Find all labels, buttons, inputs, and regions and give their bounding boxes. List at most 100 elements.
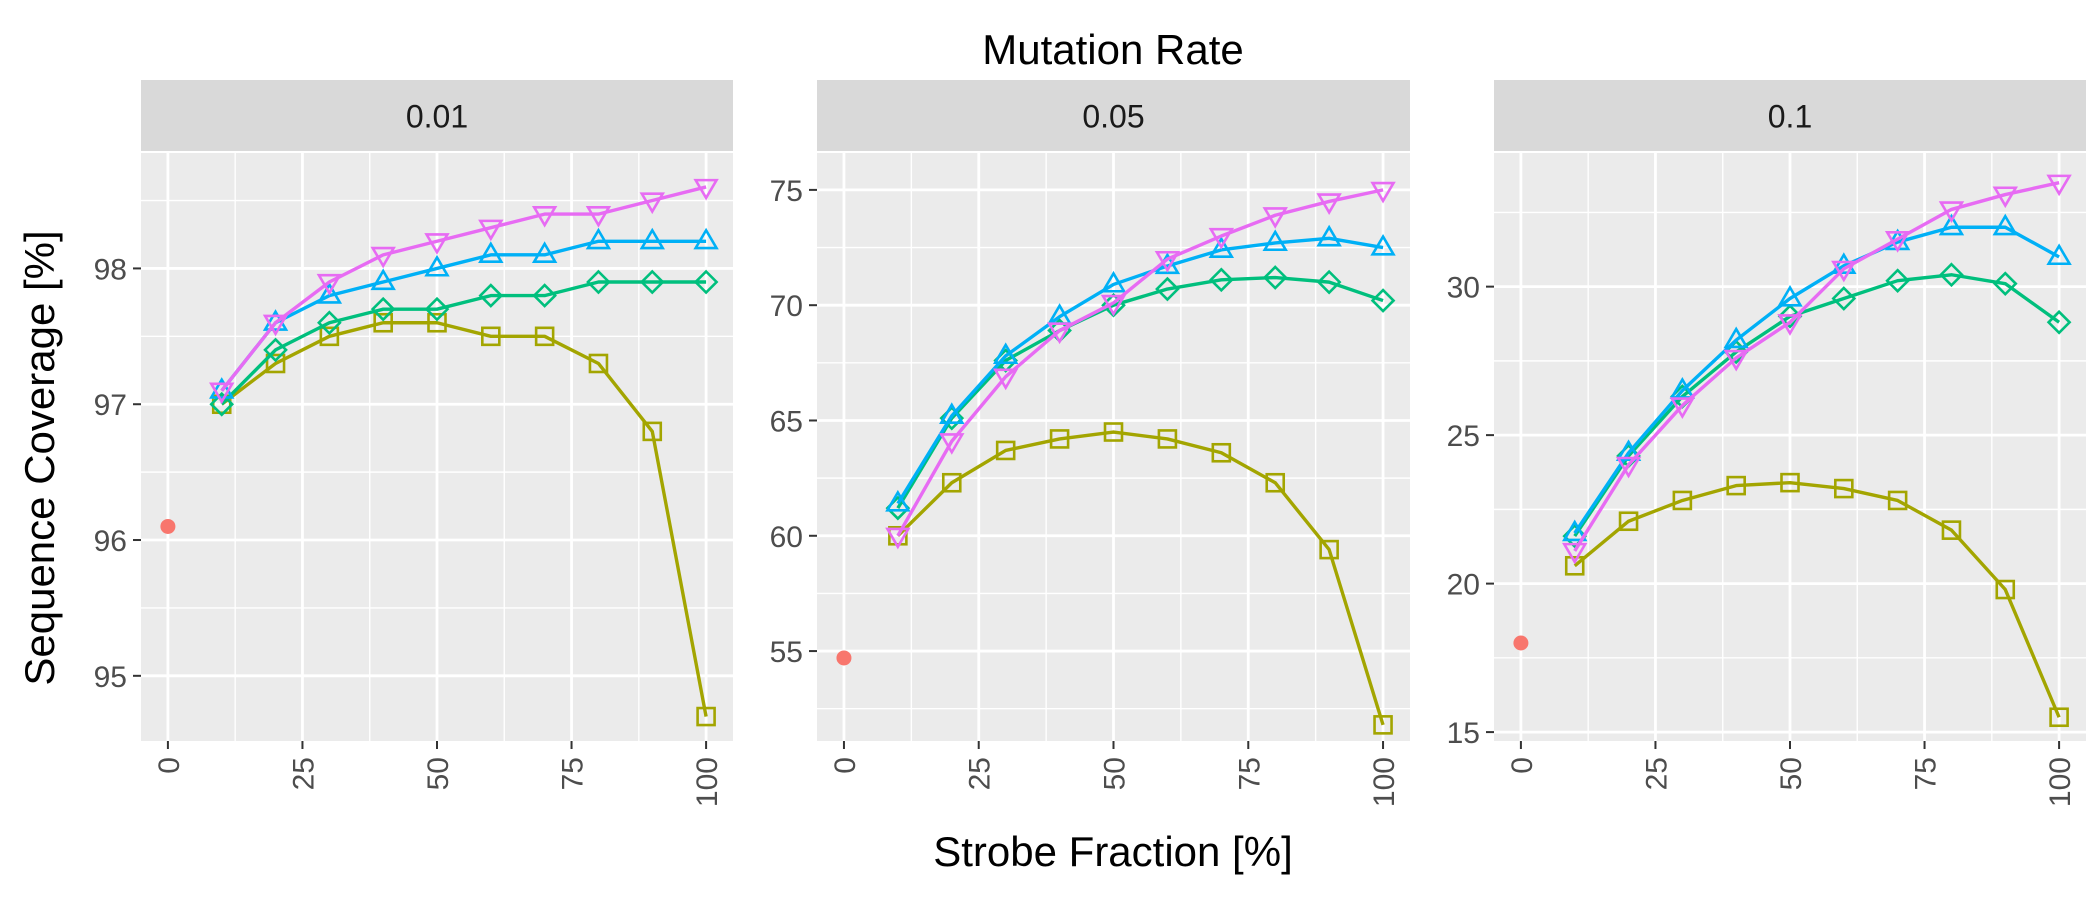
data-point — [1370, 181, 1396, 204]
data-point — [588, 353, 609, 374]
data-point — [586, 269, 611, 295]
data-point — [1265, 472, 1286, 493]
data-point — [1208, 236, 1235, 258]
series-triangle-up — [885, 224, 1396, 512]
data-point — [642, 421, 663, 442]
data-point — [1615, 439, 1642, 462]
x-axis-title: Strobe Fraction [%] — [933, 828, 1292, 875]
x-tick-label: 50 — [1099, 757, 1132, 790]
data-point — [1884, 231, 1911, 253]
data-point — [1211, 442, 1232, 463]
facet-strip-label: 0.05 — [1082, 99, 1144, 135]
data-point — [1157, 429, 1178, 449]
data-point — [639, 192, 665, 215]
series-triangle-down — [209, 178, 719, 405]
y-tick-label: 25 — [1447, 420, 1480, 453]
data-point — [1046, 322, 1073, 345]
data-point — [211, 394, 232, 415]
data-point — [1208, 227, 1235, 250]
data-point — [1370, 288, 1396, 313]
x-tick-label: 100 — [2044, 757, 2077, 807]
data-point — [941, 472, 962, 493]
data-point — [1672, 490, 1693, 511]
data-point — [478, 219, 504, 242]
x-tick-label: 25 — [1640, 757, 1673, 790]
x-tick-label: 0 — [1506, 757, 1539, 774]
data-point — [1995, 579, 2016, 600]
data-point — [1100, 270, 1127, 293]
data-point — [481, 326, 501, 347]
data-point — [2046, 174, 2072, 197]
data-point — [316, 282, 343, 304]
x-tick-label: 100 — [1368, 757, 1401, 807]
data-point — [1831, 252, 1857, 274]
series-line — [1573, 225, 2060, 535]
data-point — [1316, 193, 1342, 215]
data-point — [992, 368, 1019, 391]
facet-strip — [141, 80, 733, 151]
data-point — [939, 402, 965, 424]
data-point — [262, 314, 289, 337]
data-point — [693, 269, 719, 295]
data-point — [1885, 268, 1910, 294]
data-point — [1154, 250, 1181, 273]
data-point — [265, 353, 286, 374]
data-point — [1262, 207, 1288, 229]
data-point — [1939, 262, 1964, 288]
data-point — [1564, 555, 1585, 576]
data-point — [1938, 201, 1965, 223]
figure-title: Mutation Rate — [982, 26, 1243, 73]
data-point — [209, 382, 235, 405]
data-point — [1777, 314, 1803, 336]
data-point — [1938, 213, 1965, 236]
data-point — [427, 312, 447, 333]
series-line — [896, 236, 1384, 505]
facet-strip — [1494, 80, 2086, 151]
facet-panel-1: 0.01 0 25 50 75 100 95 96 97 98 — [94, 80, 733, 807]
data-point — [317, 310, 342, 336]
x-tick-label: 75 — [1910, 757, 1943, 790]
series-triangle-up — [1562, 213, 2072, 542]
data-point — [1155, 276, 1180, 302]
data-point — [1777, 303, 1803, 329]
data-point — [2046, 309, 2072, 335]
data-point — [1100, 294, 1127, 317]
data-point — [1834, 478, 1854, 499]
data-point — [693, 178, 719, 201]
y-tick-label: 70 — [770, 290, 803, 323]
data-point — [478, 241, 504, 263]
x-tick-label: 50 — [422, 757, 455, 790]
series-line — [1573, 181, 2060, 552]
data-point — [992, 342, 1019, 365]
y-tick-label: 30 — [1447, 272, 1480, 305]
series-triangle-up — [209, 227, 719, 399]
data-point — [1941, 520, 1962, 540]
y-tick-label: 98 — [94, 253, 127, 286]
data-point — [531, 205, 558, 228]
series-line — [896, 275, 1384, 509]
data-point — [995, 440, 1016, 461]
data-point — [532, 283, 557, 308]
data-point — [585, 227, 612, 250]
data-point — [209, 377, 235, 399]
series-line — [220, 185, 707, 392]
data-point — [1780, 472, 1800, 493]
data-point — [696, 706, 716, 727]
y-tick-label: 96 — [94, 525, 127, 558]
data-point — [693, 227, 719, 250]
data-point — [639, 269, 665, 295]
data-point — [1262, 265, 1288, 290]
data-point — [1562, 519, 1588, 542]
data-point — [478, 283, 504, 308]
series-line — [220, 321, 708, 717]
x-tick-label: 25 — [287, 757, 320, 790]
x-tick-label: 25 — [964, 757, 997, 790]
series-triangle-down — [1562, 174, 2072, 565]
x-tick-label: 75 — [1233, 757, 1266, 790]
baseline-point — [836, 650, 852, 666]
series-line — [1573, 480, 2061, 718]
series-line — [220, 280, 707, 406]
y-tick-label: 95 — [94, 661, 127, 694]
data-point — [885, 489, 911, 512]
